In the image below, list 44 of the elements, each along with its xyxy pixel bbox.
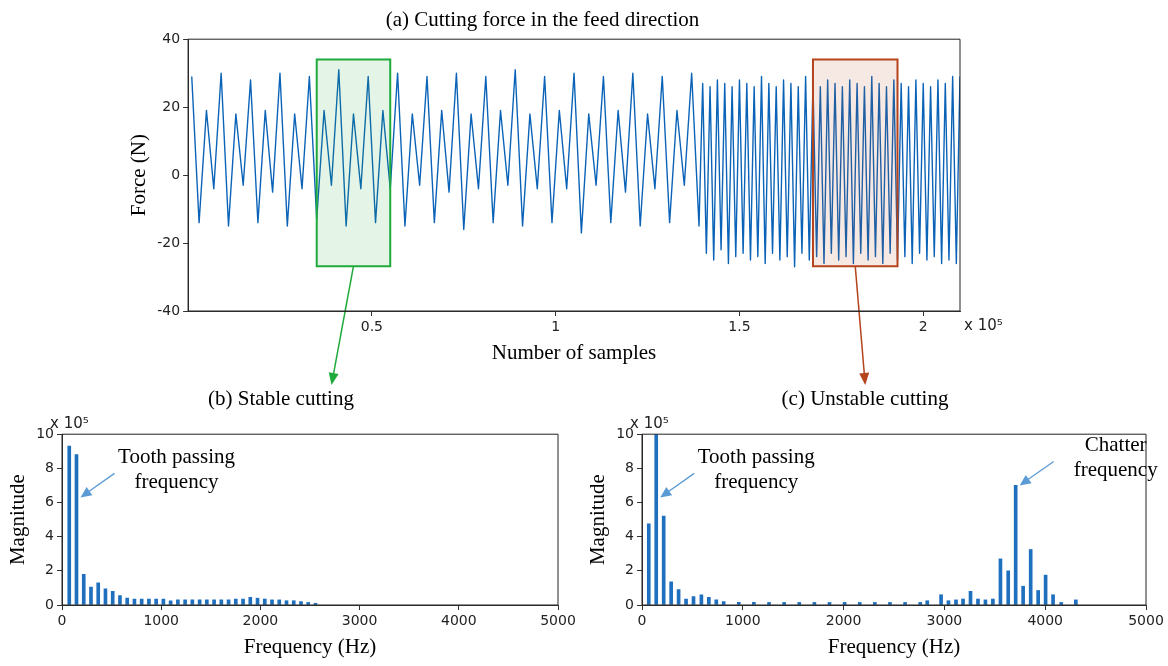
x-axis-title: Frequency (Hz) — [827, 633, 961, 658]
y-tick-label: 6 — [625, 493, 635, 510]
y-tick-label: 8 — [45, 459, 55, 475]
x-tick-label: 2000 — [242, 612, 279, 629]
y-axis-title: Magnitude — [5, 474, 30, 566]
x-tick-label: 5000 — [1128, 612, 1164, 629]
y-tick-label: 0 — [625, 595, 635, 612]
x-tick-label: 3000 — [926, 612, 963, 629]
annotation: Tooth passing frequency — [118, 444, 236, 494]
x-tick-label: 1 — [551, 318, 561, 335]
y-tick-label: 2 — [625, 561, 635, 578]
x-tick-label: 1.5 — [728, 318, 751, 335]
y-tick-label: 2 — [45, 561, 55, 578]
y-tick-label: 4 — [45, 527, 55, 544]
annotation: Tooth passing frequency — [697, 444, 816, 494]
y-tick-label: 4 — [625, 527, 635, 544]
y-tick-label: 40 — [162, 29, 181, 46]
y-tick-label: 6 — [45, 493, 55, 510]
y-axis-title: Magnitude — [585, 474, 610, 566]
y-tick-label: 20 — [162, 97, 181, 114]
x-tick-label: 2 — [918, 318, 928, 335]
chart-title: (c) Unstable cutting — [781, 386, 949, 411]
annotation: Chatter frequency — [1073, 432, 1159, 482]
x-tick-label: 1000 — [724, 612, 761, 629]
y-axis-title: Force (N) — [126, 133, 151, 217]
x-tick-label: 0 — [637, 612, 647, 629]
y-tick-label: -40 — [157, 301, 181, 318]
y-tick-label: 0 — [171, 165, 181, 182]
chart-title: (b) Stable cutting — [208, 386, 355, 411]
x-axis-title: Number of samples — [491, 339, 657, 364]
x-tick-label: 4000 — [440, 612, 477, 629]
x-tick-label: 1000 — [143, 612, 180, 629]
x-tick-label: 0 — [57, 612, 67, 629]
y-tick-label: 0 — [45, 595, 55, 612]
x-tick-label: 5000 — [540, 612, 576, 629]
y-tick-label: 8 — [625, 459, 635, 475]
chart-title: (a) Cutting force in the feed direction — [385, 7, 700, 32]
x-axis-title: Frequency (Hz) — [243, 633, 377, 658]
x-tick-label: 0.5 — [360, 318, 383, 335]
x-tick-label: 2000 — [825, 612, 862, 629]
y-tick-label: -20 — [157, 233, 181, 250]
text: x 10⁵ — [964, 316, 1003, 335]
x-tick-label: 4000 — [1027, 612, 1064, 629]
x-tick-label: 3000 — [341, 612, 378, 629]
